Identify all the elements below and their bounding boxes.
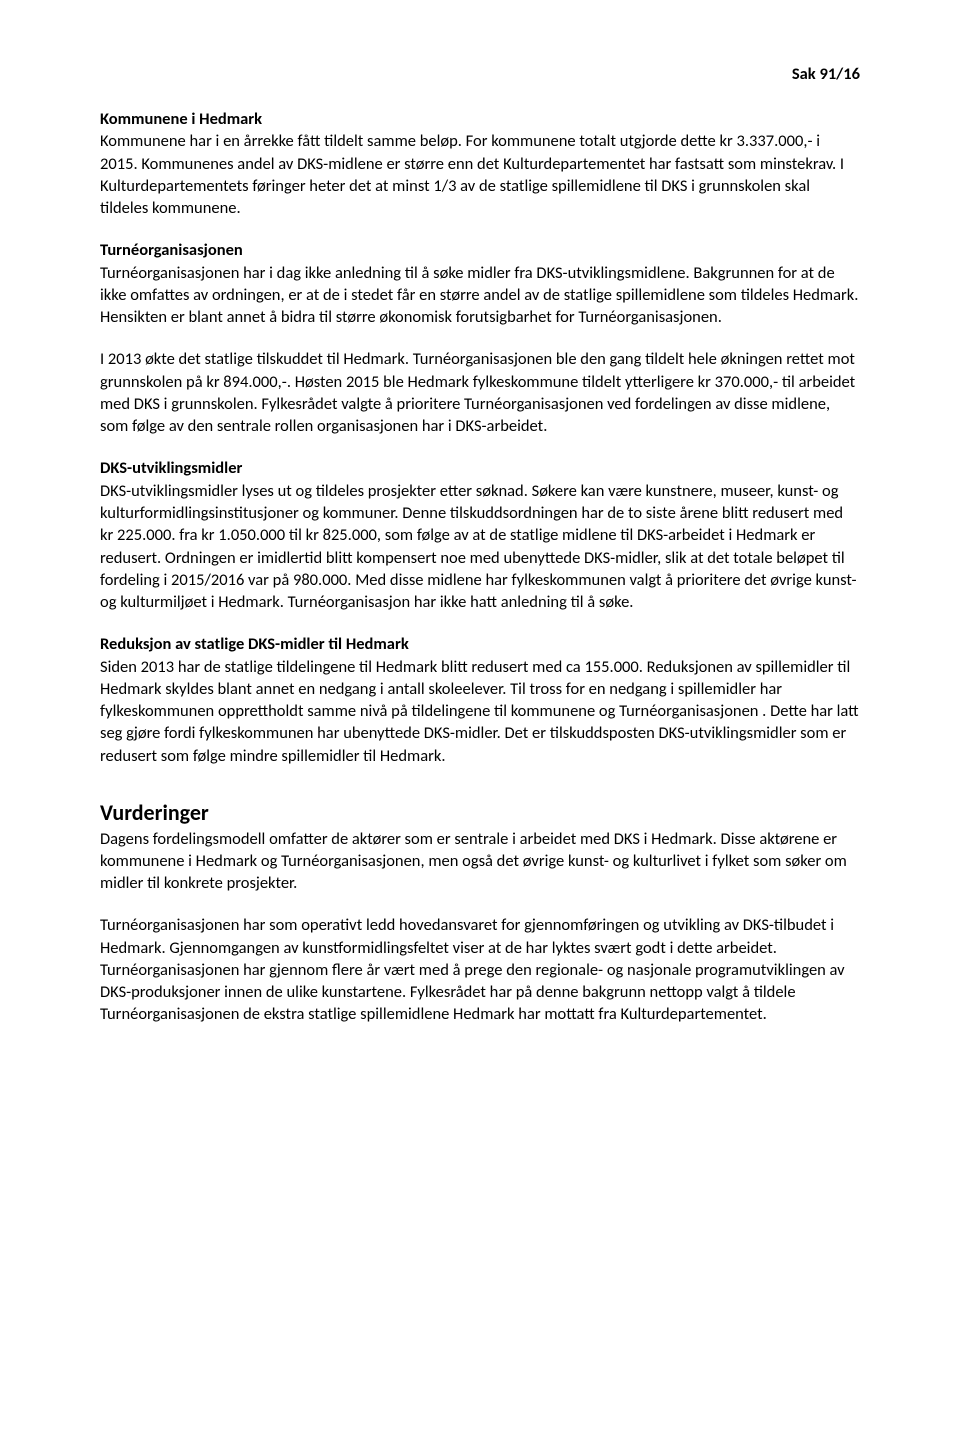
para-turne-2: I 2013 økte det statlige tilskuddet til … (100, 348, 860, 437)
document-page: Sak 91/16 Kommunene i Hedmark Kommunene … (0, 0, 960, 1436)
para-vurderinger-1: Dagens fordelingsmodell omfatter de aktø… (100, 828, 860, 895)
para-reduksjon-1: Siden 2013 har de statlige tildelingene … (100, 656, 860, 767)
heading-vurderinger: Vurderinger (100, 799, 860, 828)
heading-dks-utviklingsmidler: DKS-utviklingsmidler (100, 457, 860, 479)
para-kommunene-1: Kommunene har i en årrekke fått tildelt … (100, 130, 860, 219)
para-vurderinger-2: Turnéorganisasjonen har som operativt le… (100, 914, 860, 1025)
heading-turne: Turnéorganisasjonen (100, 239, 860, 261)
heading-reduksjon: Reduksjon av statlige DKS-midler til Hed… (100, 633, 860, 655)
case-number: Sak 91/16 (792, 64, 860, 84)
heading-kommunene: Kommunene i Hedmark (100, 108, 860, 130)
para-dks-utv-1: DKS-utviklingsmidler lyses ut og tildele… (100, 480, 860, 614)
para-turne-1: Turnéorganisasjonen har i dag ikke anled… (100, 262, 860, 329)
document-body: Kommunene i Hedmark Kommunene har i en å… (100, 108, 860, 1026)
